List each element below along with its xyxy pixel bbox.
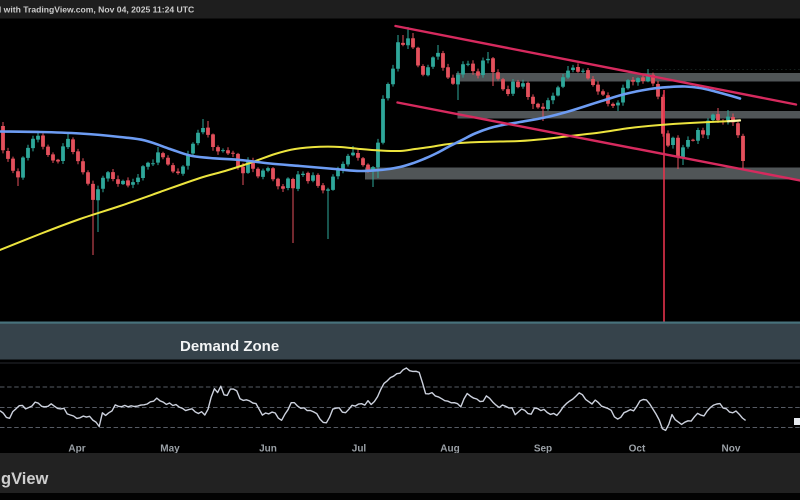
svg-text:Apr: Apr <box>68 444 85 455</box>
svg-text:d with TradingView.com, Nov 04: d with TradingView.com, Nov 04, 2025 11:… <box>0 5 194 15</box>
svg-text:Oct: Oct <box>629 444 646 455</box>
svg-text:Jul: Jul <box>352 444 367 455</box>
svg-text:Nov: Nov <box>722 444 741 455</box>
svg-text:Sep: Sep <box>534 444 552 455</box>
svg-text:Jun: Jun <box>259 444 277 455</box>
svg-text:Aug: Aug <box>440 444 459 455</box>
svg-text:gView: gView <box>1 470 49 488</box>
svg-text:Demand Zone: Demand Zone <box>180 338 279 355</box>
svg-text:May: May <box>160 444 180 455</box>
